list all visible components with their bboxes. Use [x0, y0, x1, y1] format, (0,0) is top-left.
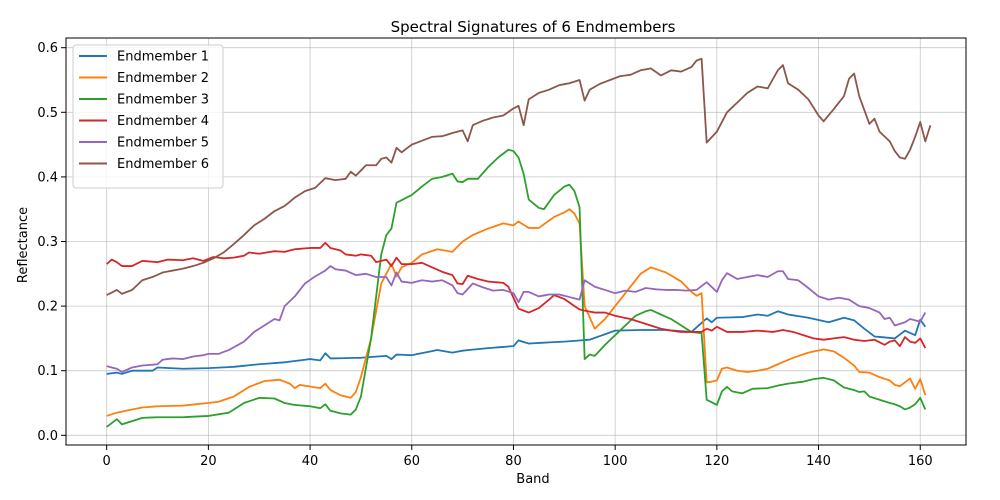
x-axis: 0 20 40 60 80 100 120 140 160 — [103, 445, 933, 469]
y-tick-label: 0.1 — [37, 364, 58, 379]
series-line-5 — [106, 265, 927, 373]
legend-label-6: Endmember 6 — [117, 157, 209, 172]
legend: Endmember 1 Endmember 2 Endmember 3 Endmemb… — [72, 44, 224, 189]
legend-label-5: Endmember 5 — [117, 136, 209, 151]
series-line-4 — [106, 241, 927, 349]
legend-label-1: Endmember 1 — [117, 50, 209, 65]
y-tick-label: 0.0 — [37, 429, 58, 444]
x-tick-label: 100 — [603, 454, 628, 469]
chart-title: Spectral Signatures of 6 Endmembers — [391, 18, 676, 36]
y-axis: 0.0 0.1 0.2 0.3 0.4 0.5 0.6 — [37, 41, 66, 444]
x-tick-label: 120 — [704, 454, 729, 469]
x-tick-label: 20 — [200, 454, 217, 469]
y-tick-label: 0.4 — [37, 170, 58, 185]
x-tick-label: 160 — [908, 454, 933, 469]
x-tick-label: 80 — [505, 454, 522, 469]
y-tick-label: 0.6 — [37, 41, 58, 56]
series-line-1 — [106, 310, 927, 375]
y-tick-label: 0.5 — [37, 106, 58, 121]
legend-label-4: Endmember 4 — [117, 114, 209, 129]
series-group — [106, 57, 932, 428]
series-line-3 — [106, 148, 927, 428]
legend-label-3: Endmember 3 — [117, 93, 209, 108]
x-tick-label: 140 — [806, 454, 831, 469]
legend-label-2: Endmember 2 — [117, 71, 209, 86]
x-axis-title: Band — [516, 472, 549, 487]
y-tick-label: 0.3 — [37, 235, 58, 250]
x-tick-label: 0 — [103, 454, 111, 469]
series-line-2 — [106, 208, 927, 417]
grid — [66, 38, 966, 445]
x-tick-label: 40 — [302, 454, 319, 469]
legend-box — [72, 44, 224, 189]
x-tick-label: 60 — [403, 454, 420, 469]
y-tick-label: 0.2 — [37, 300, 58, 315]
series-line-6 — [106, 57, 932, 296]
y-axis-title: Reflectance — [16, 207, 31, 283]
